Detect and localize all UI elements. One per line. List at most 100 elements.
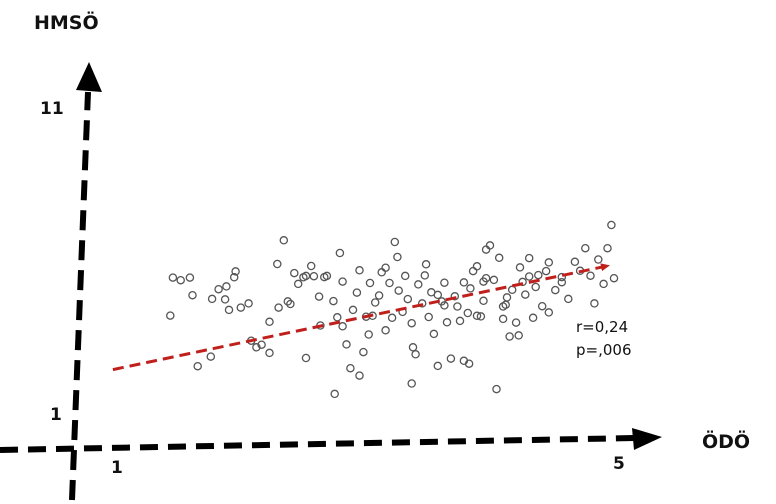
data-point — [429, 329, 439, 339]
data-point — [421, 260, 431, 269]
data-point — [453, 302, 462, 311]
data-point — [370, 298, 380, 307]
data-point — [193, 361, 202, 371]
data-point — [450, 292, 460, 301]
data-point — [220, 295, 230, 304]
data-point — [459, 278, 469, 287]
data-point — [455, 316, 465, 326]
data-point — [433, 290, 443, 300]
data-point — [479, 296, 488, 306]
data-point — [407, 318, 416, 328]
data-point — [524, 253, 534, 263]
data-point — [492, 384, 501, 394]
data-point — [494, 253, 504, 263]
data-point — [472, 262, 482, 271]
data-point — [479, 277, 488, 286]
data-point — [364, 330, 373, 339]
y-axis-arrowhead — [76, 62, 102, 92]
p-annotation: p=,006 — [576, 341, 632, 359]
x-axis-arrowhead — [632, 428, 662, 450]
data-point — [440, 301, 449, 310]
data-point — [466, 284, 475, 293]
data-point — [411, 350, 420, 359]
data-point — [498, 314, 508, 324]
data-point — [505, 332, 514, 341]
data-point — [541, 266, 551, 276]
data-point — [599, 279, 608, 289]
data-point — [279, 236, 289, 245]
data-point — [387, 313, 397, 323]
data-point — [581, 243, 590, 253]
data-point — [338, 322, 347, 331]
data-point — [590, 299, 599, 308]
data-point — [442, 318, 452, 327]
data-point — [252, 343, 261, 352]
data-point — [390, 237, 400, 247]
data-point — [607, 220, 616, 230]
data-point — [188, 290, 197, 300]
data-point — [511, 318, 521, 327]
data-point — [524, 272, 534, 281]
data-point — [329, 296, 338, 306]
data-point — [352, 288, 362, 297]
data-point — [489, 275, 499, 285]
data-point — [355, 371, 364, 380]
data-point — [414, 280, 423, 289]
data-point — [265, 348, 274, 358]
x-tick-label-min: 1 — [111, 458, 123, 478]
data-point — [185, 273, 195, 282]
data-point — [301, 271, 311, 281]
data-point — [381, 263, 390, 272]
data-point — [544, 308, 554, 317]
data-point — [514, 331, 523, 340]
data-point — [446, 354, 456, 363]
data-point — [348, 305, 358, 315]
data-point — [534, 270, 543, 280]
data-point — [564, 294, 573, 304]
data-point — [377, 268, 386, 277]
data-point — [335, 248, 345, 258]
data-point — [214, 284, 223, 294]
data-point — [314, 292, 324, 301]
data-point — [342, 340, 351, 349]
data-points — [166, 220, 619, 399]
data-point — [424, 312, 433, 322]
data-point — [507, 285, 517, 295]
data-point — [229, 273, 239, 282]
data-point — [222, 282, 231, 291]
data-point — [359, 347, 368, 357]
data-point — [301, 353, 311, 363]
data-point — [464, 359, 474, 368]
data-point — [330, 389, 339, 399]
y-tick-label-min: 1 — [50, 405, 62, 425]
y-tick-label-max: 11 — [40, 99, 64, 119]
data-point — [537, 301, 547, 311]
data-point — [417, 299, 427, 308]
data-point — [365, 278, 375, 288]
data-point — [394, 286, 403, 295]
r-annotation: r=0,24 — [576, 318, 629, 336]
data-point — [521, 290, 530, 299]
data-point — [374, 291, 384, 300]
data-point — [286, 299, 295, 309]
data-point — [273, 259, 282, 269]
data-point — [393, 252, 402, 262]
data-point — [603, 243, 612, 253]
data-point — [463, 308, 473, 318]
data-point — [531, 282, 540, 292]
data-point — [501, 300, 510, 310]
data-point — [528, 313, 538, 323]
x-axis-line — [0, 435, 637, 453]
x-axis-label: ÖDÖ — [702, 431, 751, 453]
data-point — [544, 258, 554, 267]
data-point — [224, 305, 234, 315]
data-point — [515, 263, 525, 272]
data-point — [586, 271, 595, 280]
data-point — [236, 303, 246, 312]
data-point — [609, 273, 619, 283]
data-point — [440, 278, 449, 287]
data-point — [594, 255, 603, 264]
axes — [0, 62, 662, 501]
data-point — [166, 311, 175, 320]
